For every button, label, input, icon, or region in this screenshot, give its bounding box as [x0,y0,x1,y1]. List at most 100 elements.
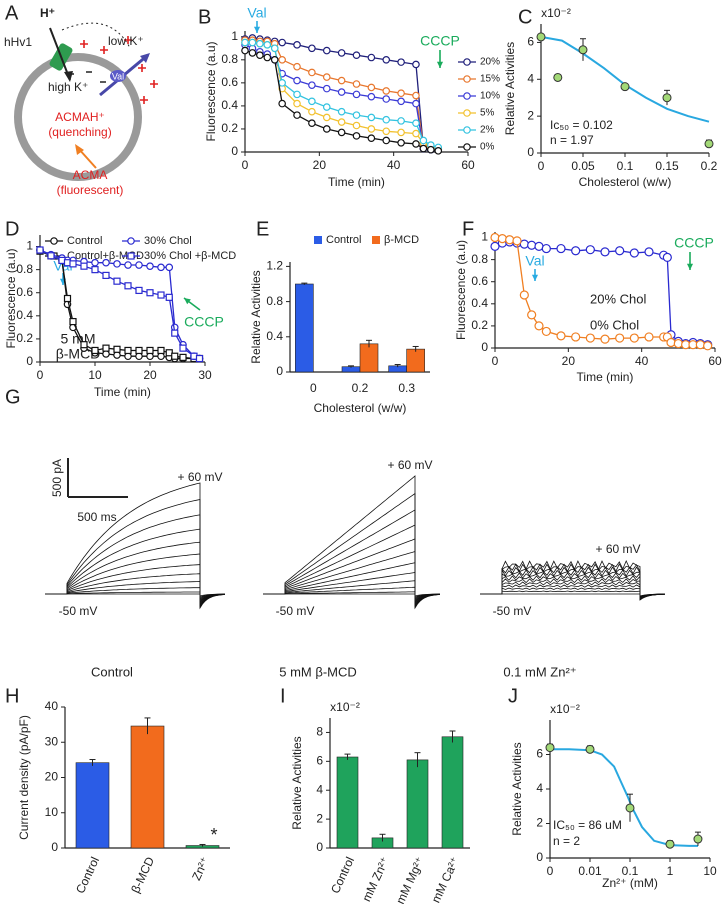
data-point [490,232,500,243]
annotation: CCCP [420,33,460,49]
x-axis-label: Cholesterol (w/w) [314,401,407,415]
data-point [36,246,44,254]
y-axis-label: Current density (pA/pF) [17,715,31,840]
proton: H⁺ [40,6,55,20]
data-point [629,333,639,343]
data-point [412,99,420,108]
data-point [534,321,544,331]
y-axis-label: Relative Activities [249,270,263,363]
data-point [322,46,331,55]
data-point [293,76,301,85]
series-label: 0% Chol [590,317,639,332]
step-label: + 60 mV [595,542,640,556]
x-tick-label: 0.01 [578,864,602,878]
data-point [308,44,316,53]
data-point [322,84,331,93]
dye-note: (fluorescent) [57,183,124,197]
data-point [625,803,635,813]
data-point [102,344,110,352]
legend-marker [463,58,471,66]
y-tick-label: 0.8 [266,294,283,308]
annotation: IC₅₀ = 86 uM [553,818,622,832]
data-point [367,134,376,142]
data-point [541,243,551,254]
trace [263,550,441,604]
data-point [241,38,249,47]
legend-label: 30% Chol +β-MCD [144,250,236,262]
data-point [419,144,428,153]
data-point [278,56,286,64]
data-point [248,38,257,47]
data-point [337,88,346,96]
plus-signs [80,36,158,104]
data-point [352,90,361,99]
legend-marker [463,75,471,83]
annotation: Ic₅₀ = 0.102 [550,118,613,132]
y-axis-label: Relative Activities [510,742,524,835]
y-axis-label: Fluorescence (a.u) [204,41,218,141]
x-tick-label: 0.3 [398,381,415,395]
ionophore: Val [112,71,124,81]
y-tick-label: 6 [316,754,323,768]
data-point [63,294,72,303]
y-tick-label: 0 [527,145,534,159]
legend-marker [127,252,135,260]
trace [263,593,440,597]
minus [68,71,106,83]
data-point [367,83,376,92]
trace [263,538,441,605]
data-point [585,333,595,343]
x-tick-label: Zn²⁺ [189,855,212,883]
x-tick-label: 1 mM Ca²⁺ [424,855,462,904]
data-point [157,263,165,272]
data-point [578,45,588,55]
data-point [666,337,676,348]
trace [45,564,226,603]
panel-label: F [462,218,474,240]
trace [263,586,441,599]
data-point [337,107,346,116]
data-point [157,346,165,355]
data-point [490,241,500,251]
panel-label: G [5,386,21,408]
trace [263,509,441,608]
recordings: 500 pA 500 ms + 60 mV + 60 mV + 60 mV -5… [45,458,666,679]
hold-label: -50 mV [493,604,532,618]
x-tick-label: 0 [547,864,554,878]
data-point [256,39,264,48]
data-point [113,277,121,285]
y-tick-label: 10 [45,805,59,819]
data-point [412,91,420,100]
dye: ACMA [73,168,108,182]
data-point [662,252,672,263]
x-tick-label: 40 [635,354,649,368]
data-point [629,248,639,258]
data-point [352,121,361,130]
data-point [293,99,301,108]
quenched: ACMAH⁺ [55,110,105,124]
data-point [278,99,286,108]
plus [80,36,158,104]
data-point [113,260,121,268]
bar [75,762,110,849]
data-point [322,73,331,81]
y-tick-label: 0 [276,364,283,378]
x-tick-label: 1 [667,864,674,878]
y-tick-label: 0.8 [471,252,488,266]
data-point [644,332,654,342]
data-point [195,354,204,363]
y-tick-label: 1 [26,239,33,253]
data-point [382,136,391,145]
panel-label: I [280,685,286,707]
x-tick-label: 0.2 [701,159,718,173]
x-tick-label: 20 [313,158,327,172]
data-point [412,60,420,69]
x-tick-label: 0.15 [655,159,679,173]
hold-label: -50 mV [59,604,98,618]
data-point [293,111,301,119]
axis-multiplier: x10⁻² [541,6,571,20]
y-tick-label: 20 [45,770,59,784]
y-axis-label: Relative Activities [290,736,304,829]
data-point [571,332,581,342]
